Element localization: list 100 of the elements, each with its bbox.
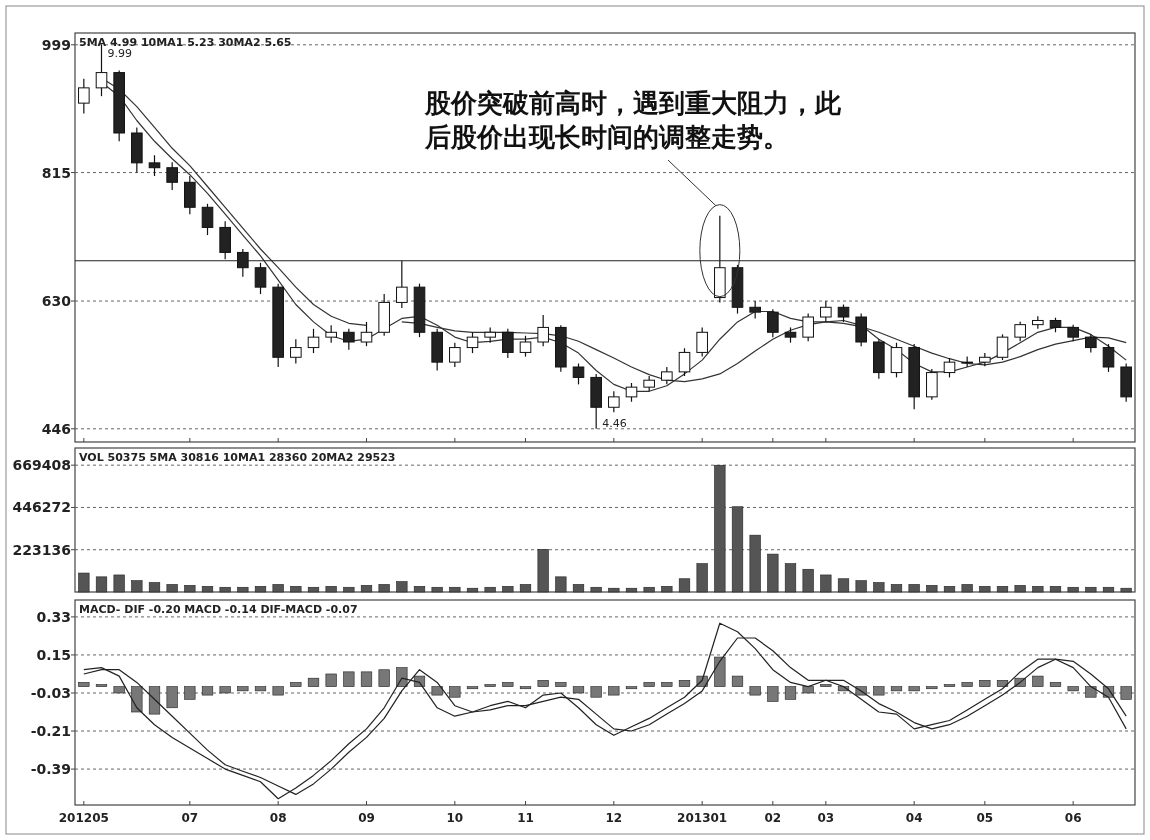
x-tick-label: 12 [605, 811, 623, 825]
y-tick-label: 223136 [12, 541, 71, 558]
candlestick [95, 44, 108, 97]
bar [431, 586, 443, 593]
bar [961, 682, 973, 687]
annotation: 9.99 [107, 46, 132, 60]
bar [502, 586, 514, 593]
bar [343, 671, 355, 687]
annotation: VOL 50375 5MA 30816 10MA1 28360 20MA2 29523 [79, 451, 396, 464]
bar [678, 578, 691, 593]
bar [855, 580, 867, 593]
bar [767, 553, 779, 593]
bar [1014, 585, 1026, 593]
candlestick [254, 262, 267, 295]
bar [413, 586, 426, 593]
y-tick-label: -0.39 [30, 761, 71, 778]
bar [908, 686, 920, 692]
bar [873, 582, 885, 593]
candlestick [201, 203, 214, 236]
candlestick [519, 335, 532, 358]
bar [466, 686, 479, 690]
y-tick-label: -0.03 [30, 684, 71, 701]
x-tick-label: 201205 [58, 811, 109, 825]
bar [555, 682, 567, 687]
candlestick [1014, 321, 1026, 342]
bar [131, 686, 143, 713]
bar [1120, 686, 1132, 700]
bar [184, 686, 196, 700]
bar [749, 534, 761, 593]
candlestick [608, 390, 620, 413]
bar [661, 682, 673, 687]
bar [678, 680, 691, 687]
bar [254, 586, 267, 593]
bar [396, 581, 408, 593]
bar [519, 686, 532, 690]
candlestick [502, 328, 514, 359]
bar [113, 574, 125, 593]
annotation: 5MA 4.99 10MA1 5.23 30MA2 5.65 [79, 36, 292, 49]
x-tick-label: 02 [764, 811, 782, 825]
bar [767, 686, 779, 702]
y-tick-label: 630 [41, 293, 72, 310]
bar [237, 686, 249, 692]
bar [749, 686, 761, 696]
bar [378, 669, 390, 687]
bar [926, 686, 938, 690]
bar [643, 586, 655, 593]
bar [1067, 586, 1079, 593]
bar [78, 572, 90, 593]
bar [537, 680, 549, 687]
y-tick-label: 446 [41, 420, 71, 437]
bar [1067, 686, 1079, 692]
bar [95, 576, 108, 593]
bar [184, 585, 196, 593]
bar [502, 682, 514, 687]
bar [219, 686, 231, 694]
bar [820, 684, 832, 687]
bar [890, 686, 903, 692]
bar [996, 680, 1009, 687]
bar [1085, 686, 1097, 698]
bar [1102, 586, 1115, 593]
bar [166, 584, 178, 593]
bar [272, 584, 284, 593]
bar [802, 568, 814, 593]
bar [148, 686, 161, 715]
bar [449, 586, 461, 593]
bar [95, 684, 108, 687]
bar [555, 576, 567, 593]
bar [113, 686, 125, 694]
bar [272, 686, 284, 696]
bar [290, 586, 302, 593]
bar [608, 686, 620, 696]
bar [714, 656, 726, 687]
bar [943, 684, 956, 687]
x-tick-label: 03 [817, 811, 835, 825]
candlestick [678, 347, 691, 377]
candlestick [290, 338, 302, 365]
x-tick-label: 06 [1064, 811, 1082, 825]
candlestick [802, 312, 814, 342]
bar [484, 586, 496, 593]
bar [290, 682, 302, 687]
bar [148, 582, 161, 593]
x-tick-label: 201301 [677, 811, 728, 825]
candlestick [820, 300, 832, 323]
bar [572, 584, 585, 593]
bar [166, 686, 178, 709]
bar [784, 686, 797, 700]
bar [996, 586, 1009, 593]
bar [1032, 586, 1044, 593]
bar [820, 574, 832, 593]
bar [449, 686, 461, 698]
y-tick-label: -0.21 [30, 723, 71, 740]
bar [837, 578, 850, 593]
bar [1120, 587, 1132, 593]
bar [590, 686, 602, 698]
candlestick [148, 154, 161, 177]
bar [926, 585, 938, 593]
bar [572, 686, 585, 694]
candlestick [449, 342, 461, 368]
candlestick [1102, 343, 1115, 373]
bar [325, 586, 337, 593]
